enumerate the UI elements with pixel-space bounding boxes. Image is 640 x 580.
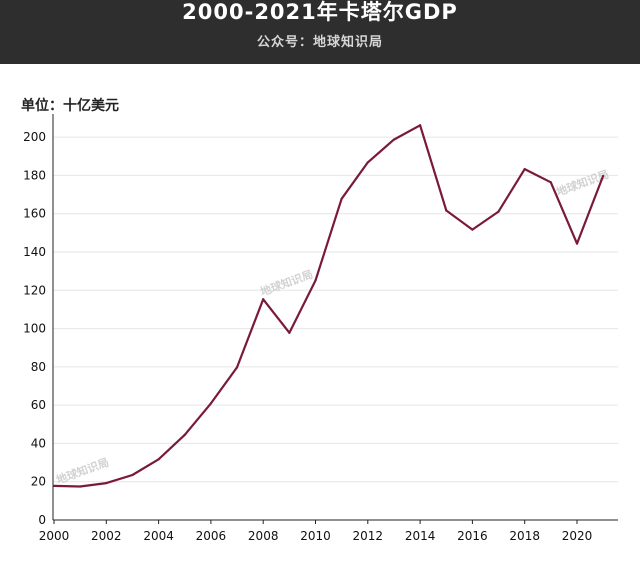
data-point — [445, 209, 448, 212]
x-tick-label: 2014 — [405, 529, 436, 543]
y-tick-labels: 0 20 40 60 80 100 120 140 160 180 200 — [23, 130, 46, 527]
data-point — [52, 484, 56, 488]
data-point — [340, 197, 343, 200]
data-point — [183, 433, 186, 436]
x-tick-label: 2002 — [91, 529, 122, 543]
data-point — [131, 473, 134, 477]
data-point — [79, 485, 82, 488]
y-tick-label: 140 — [23, 245, 46, 259]
data-point — [497, 210, 500, 213]
data-point — [235, 366, 239, 369]
data-point — [105, 481, 108, 485]
y-tick-label: 60 — [31, 398, 46, 412]
y-tick-label: 180 — [23, 168, 46, 182]
series-group — [52, 124, 605, 488]
chart-title: 2000-2021年卡塔尔GDP — [182, 0, 458, 24]
x-tick-labels: 2000 2002 2004 2006 2008 2010 2012 2014 2016 2018… — [39, 529, 593, 543]
data-point — [602, 174, 605, 178]
x-tick-label: 2016 — [457, 529, 488, 543]
y-tick-label: 20 — [31, 475, 46, 489]
y-tick-label: 200 — [23, 130, 46, 144]
y-tick-label: 0 — [38, 513, 46, 527]
data-point — [209, 402, 212, 405]
x-tick-label: 2006 — [196, 529, 227, 543]
data-point — [392, 138, 396, 141]
x-tick-label: 2010 — [300, 529, 331, 543]
data-point — [262, 298, 265, 301]
x-tick-label: 2000 — [39, 529, 70, 543]
x-tick-label: 2018 — [509, 529, 540, 543]
watermark-text: 地球知识局 — [554, 167, 610, 199]
series-line — [53, 124, 605, 488]
data-point — [549, 181, 552, 184]
data-point — [575, 242, 579, 245]
y-tick-label: 120 — [23, 283, 46, 297]
chart-subtitle: 公众号：地球知识局 — [256, 35, 383, 50]
y-tick-label: 80 — [31, 360, 46, 374]
x-tick-label: 2004 — [143, 529, 174, 543]
x-tick-label: 2020 — [562, 529, 593, 543]
y-tick-label: 40 — [31, 436, 46, 450]
data-point — [288, 331, 291, 334]
data-point — [314, 279, 317, 282]
data-point — [419, 124, 422, 127]
y-axis-unit-label: 单位：十亿美元 — [21, 98, 119, 114]
grid-lines — [53, 136, 618, 483]
watermark-text: 地球知识局 — [258, 267, 314, 299]
data-point — [157, 458, 160, 461]
data-point — [523, 168, 526, 171]
y-tick-label: 160 — [23, 207, 46, 221]
x-tick-label: 2008 — [248, 529, 279, 543]
x-tick-label: 2012 — [353, 529, 384, 543]
y-tick-label: 100 — [23, 322, 46, 336]
header-bar: 2000-2021年卡塔尔GDP 公众号：地球知识局 — [0, 0, 640, 64]
data-point — [471, 228, 474, 231]
data-point — [366, 161, 369, 164]
axes — [52, 114, 618, 524]
